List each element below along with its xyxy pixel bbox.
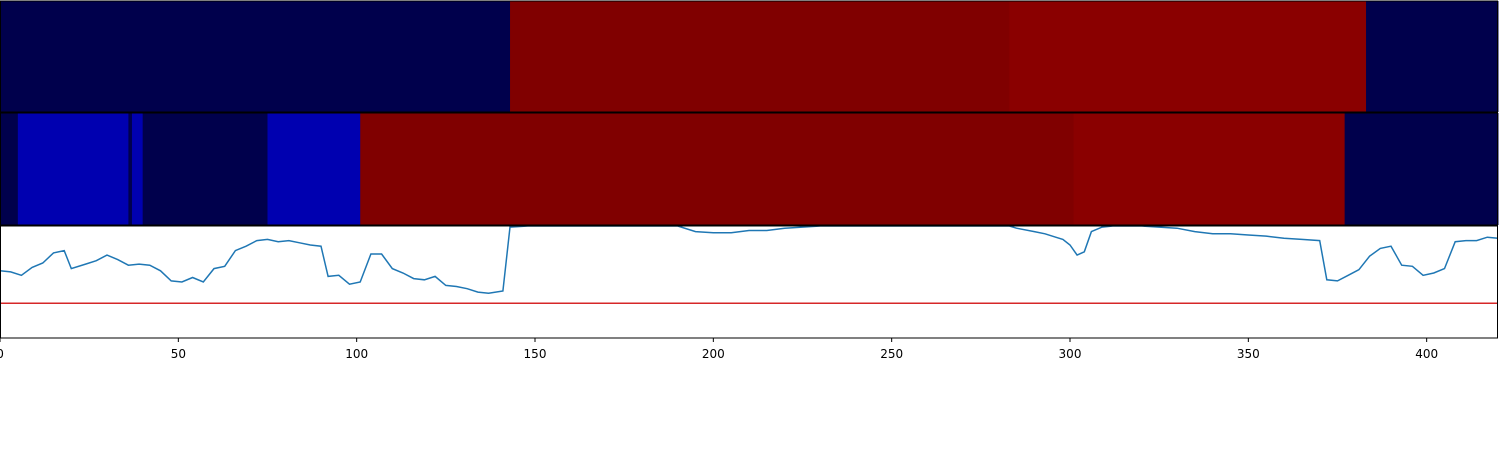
heatmap-segment bbox=[360, 113, 1075, 225]
panel-frame bbox=[0, 225, 1498, 339]
x-tick-label: 200 bbox=[702, 347, 725, 361]
heatmap-segment bbox=[1366, 1, 1499, 112]
series-line bbox=[0, 226, 1498, 294]
heatmap-segment bbox=[0, 113, 19, 225]
x-tick-label: 350 bbox=[1237, 347, 1260, 361]
heatmap-segment bbox=[0, 1, 511, 112]
heatmap-segment bbox=[267, 113, 361, 225]
heatmap-panel-middle bbox=[0, 112, 1499, 226]
heatmap-segment bbox=[142, 113, 268, 225]
x-tick-label: 50 bbox=[171, 347, 186, 361]
x-tick-label: 250 bbox=[880, 347, 903, 361]
heatmap-segment bbox=[128, 113, 133, 225]
x-axis: 0 50 100 150 200 250 300 350 400 bbox=[0, 338, 1438, 361]
x-tick-label: 300 bbox=[1059, 347, 1082, 361]
x-tick-label: 150 bbox=[524, 347, 547, 361]
panel-frame bbox=[0, 0, 1498, 113]
heatmap-segment bbox=[510, 1, 1010, 112]
heatmap-panel-top bbox=[0, 0, 1499, 113]
heatmap-segment bbox=[17, 113, 129, 225]
heatmap-segment bbox=[1344, 113, 1499, 225]
heatmap-segment bbox=[1073, 113, 1346, 225]
line-plot-panel bbox=[0, 225, 1498, 339]
panel-frame bbox=[0, 112, 1498, 226]
x-tick-label: 400 bbox=[1415, 347, 1438, 361]
heatmap-segment bbox=[131, 113, 144, 225]
x-tick-label: 100 bbox=[345, 347, 368, 361]
x-tick-label: 0 bbox=[0, 347, 4, 361]
heatmap-segment bbox=[1009, 1, 1367, 112]
